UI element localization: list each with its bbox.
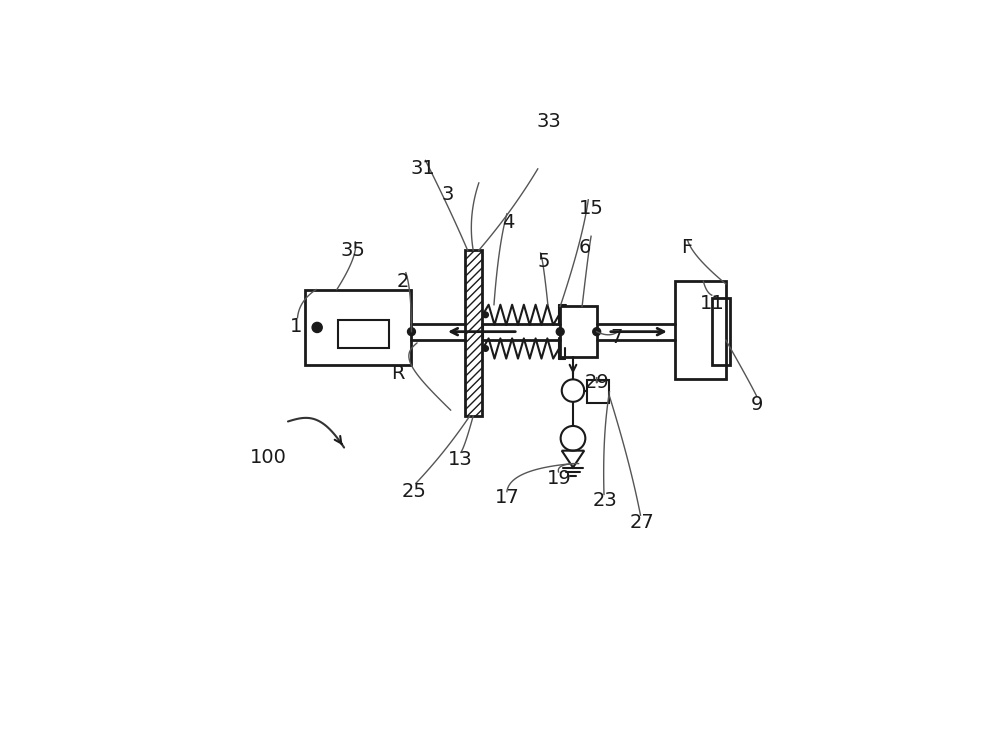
- Text: 4: 4: [502, 213, 514, 232]
- Circle shape: [408, 328, 415, 335]
- Text: F: F: [681, 238, 692, 257]
- Text: 27: 27: [629, 513, 654, 532]
- Text: 5: 5: [537, 252, 550, 271]
- Text: 3: 3: [442, 184, 454, 203]
- Circle shape: [483, 346, 488, 351]
- Bar: [675, 281, 726, 379]
- Circle shape: [483, 312, 488, 318]
- Bar: [305, 289, 411, 365]
- Text: 15: 15: [579, 199, 604, 218]
- Text: 33: 33: [537, 112, 561, 130]
- Bar: [712, 298, 730, 365]
- Circle shape: [593, 328, 601, 335]
- Text: 9: 9: [750, 395, 763, 414]
- Text: 29: 29: [584, 373, 609, 391]
- Text: 19: 19: [547, 469, 571, 488]
- Text: 17: 17: [495, 488, 519, 507]
- Bar: [465, 250, 482, 416]
- Text: 23: 23: [593, 491, 617, 510]
- Circle shape: [556, 328, 564, 335]
- Text: 31: 31: [410, 160, 435, 179]
- Text: 6: 6: [578, 238, 591, 257]
- Bar: [560, 306, 597, 357]
- Text: 35: 35: [340, 241, 365, 260]
- Text: 2: 2: [397, 272, 409, 291]
- Circle shape: [562, 379, 584, 402]
- Circle shape: [312, 322, 322, 332]
- Text: 7: 7: [610, 328, 623, 347]
- Text: R: R: [391, 364, 404, 383]
- Circle shape: [561, 426, 585, 451]
- Text: 11: 11: [699, 294, 724, 313]
- Text: 1: 1: [290, 316, 303, 335]
- Text: 13: 13: [448, 450, 473, 469]
- Text: 100: 100: [250, 448, 287, 467]
- Bar: [338, 321, 389, 348]
- Text: 25: 25: [402, 482, 427, 501]
- Bar: [587, 381, 609, 403]
